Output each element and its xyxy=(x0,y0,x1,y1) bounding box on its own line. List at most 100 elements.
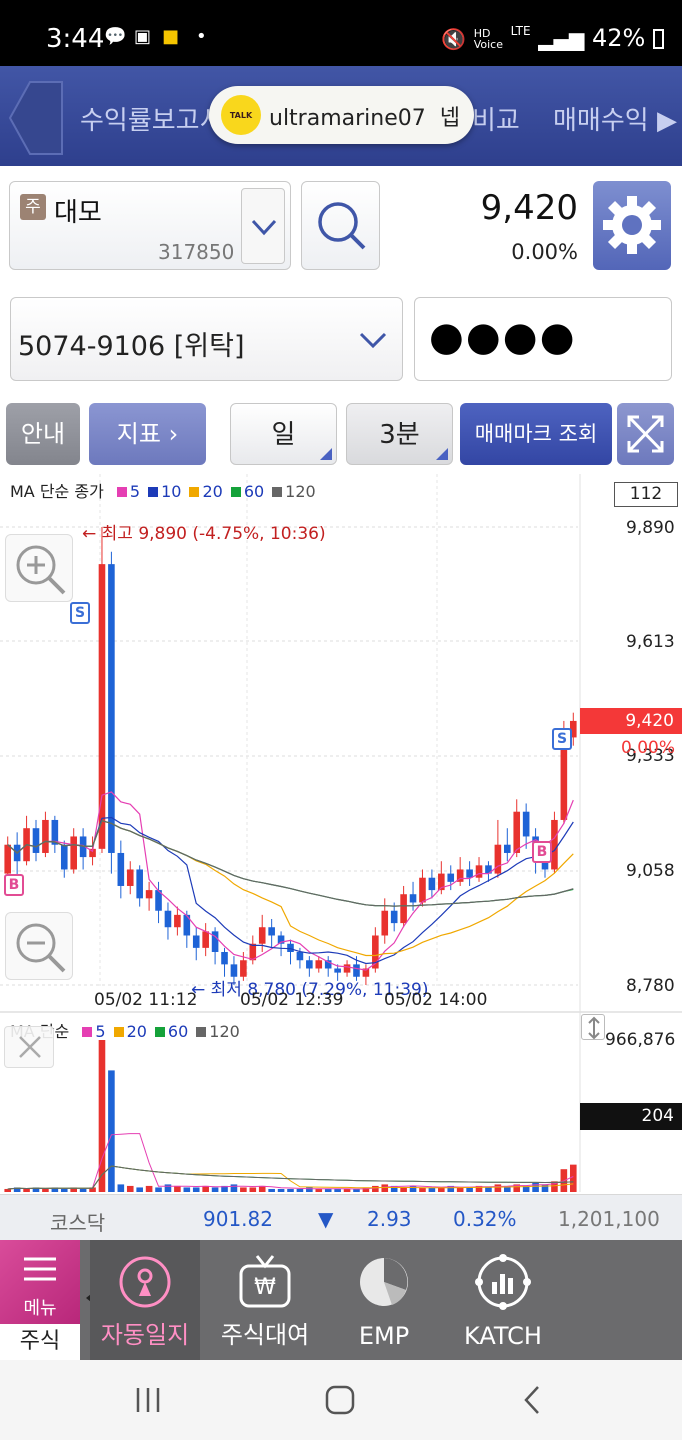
stock-chart[interactable]: MA 단순 종가 5 10 20 60 120 112 9,890 9,613 9,33… xyxy=(0,474,682,1194)
account-number: 5074-9106 [위탁] xyxy=(18,331,245,362)
stock-selector[interactable]: 주 대모 317850 xyxy=(9,181,291,270)
current-price-marker: 9,420 xyxy=(580,708,682,734)
legend-label: 60 xyxy=(243,482,265,501)
tab-emp[interactable]: EMP xyxy=(329,1240,439,1360)
volume-bar xyxy=(541,1184,549,1192)
candle-body xyxy=(42,819,49,853)
index-ticker-bar[interactable]: 코스닥 901.82 ▼ 2.93 0.32% 1,201,100 xyxy=(0,1194,682,1240)
volume-ma-line xyxy=(7,1165,574,1190)
close-pane-button[interactable] xyxy=(4,1026,54,1068)
change-percent: 0.00% xyxy=(511,240,578,264)
volume-bar xyxy=(381,1184,389,1192)
index-volume: 1,201,100 xyxy=(558,1207,660,1231)
volume-bar xyxy=(42,1188,49,1192)
volume-bar xyxy=(315,1188,323,1192)
password-field[interactable]: ●●●● xyxy=(414,297,672,381)
candle-body xyxy=(155,890,162,911)
indicator-button[interactable]: 지표 › xyxy=(89,403,206,465)
fullscreen-button[interactable] xyxy=(617,403,674,465)
sell-mark[interactable]: S xyxy=(552,728,572,750)
volume-bar xyxy=(447,1185,455,1192)
section-label[interactable]: 주식 xyxy=(0,1324,80,1360)
candle-body xyxy=(466,869,473,878)
zoom-in-button[interactable] xyxy=(5,534,73,602)
nav-back-button[interactable] xyxy=(0,74,66,162)
candle-body xyxy=(211,931,219,952)
nav-item-compare[interactable]: 비교 xyxy=(472,106,520,136)
volume-bar xyxy=(522,1185,530,1192)
sell-mark[interactable]: S xyxy=(70,602,90,624)
volume-bar xyxy=(98,1040,106,1192)
candle-body xyxy=(287,943,294,952)
resize-pane-button[interactable] xyxy=(581,1014,605,1040)
legend-label: 5 xyxy=(95,1022,106,1041)
candle-body xyxy=(560,737,568,820)
password-mask: ●●●● xyxy=(429,314,577,360)
candle-body xyxy=(164,910,172,928)
x-label-1: 05/02 11:12 xyxy=(94,990,198,1010)
volume-bar xyxy=(277,1188,285,1192)
volume-ma-line xyxy=(7,1165,574,1190)
legend-swatch xyxy=(148,487,159,497)
tab-stock-lending[interactable]: ₩ 주식대여 xyxy=(210,1240,320,1360)
stock-dropdown-button[interactable] xyxy=(241,188,285,264)
account-selector[interactable]: 5074-9106 [위탁] xyxy=(10,297,403,381)
tab-katch[interactable]: KATCH xyxy=(448,1240,558,1360)
pie-chart-icon xyxy=(360,1258,408,1306)
search-button[interactable] xyxy=(301,181,380,270)
guide-button[interactable]: 안내 xyxy=(6,403,80,465)
volume-bar xyxy=(438,1187,445,1192)
volume-bar xyxy=(306,1187,313,1192)
buy-mark[interactable]: B xyxy=(532,841,552,863)
candle-body xyxy=(494,844,502,874)
buy-mark[interactable]: B xyxy=(4,874,24,896)
legend-swatch xyxy=(82,1027,93,1037)
status-bar: 3:44 💬 ▣ ■ • 🔇 HD Voice LTE ▂▄▆ 42% xyxy=(0,0,682,66)
nav-item-return-report[interactable]: 수익률보고서 xyxy=(80,106,224,136)
menu-button[interactable]: 메뉴 xyxy=(0,1240,80,1324)
volume-bar xyxy=(202,1185,209,1192)
stock-name: 대모 xyxy=(54,198,102,228)
bottom-tab-bar: 메뉴 주식 자동일지 ₩ 주식대여 EMP xyxy=(0,1240,682,1360)
candle-body xyxy=(390,910,398,924)
interval-select[interactable]: 3분 xyxy=(346,403,453,465)
dropdown-corner-icon xyxy=(436,448,448,460)
trade-mark-button[interactable]: 매매마크 조회 xyxy=(460,403,612,465)
volume-bar xyxy=(569,1164,577,1192)
home-icon[interactable] xyxy=(322,1382,358,1418)
candle-body xyxy=(419,877,426,903)
candle-body xyxy=(202,931,209,948)
index-change: 2.93 xyxy=(367,1207,412,1231)
recents-icon[interactable] xyxy=(130,1384,166,1416)
candle-body xyxy=(475,865,483,878)
volume-bar xyxy=(23,1188,30,1192)
period-select[interactable]: 일 xyxy=(230,403,337,465)
price-legend: MA 단순 종가 5 10 20 60 120 xyxy=(10,478,320,502)
hd-label: HD xyxy=(473,27,491,40)
settings-button[interactable] xyxy=(593,181,671,270)
network-chart-icon xyxy=(475,1254,531,1310)
volume-bar xyxy=(532,1182,539,1192)
kakao-notification-pill[interactable]: TALK ultramarine07 넵 xyxy=(209,86,474,144)
tab-label: EMP xyxy=(358,1322,410,1350)
nav-item-trade-profit[interactable]: 매매수익 ▶ xyxy=(553,106,677,136)
zoom-out-button[interactable] xyxy=(5,912,73,980)
back-icon[interactable] xyxy=(516,1382,548,1418)
kakao-username: ultramarine07 xyxy=(269,106,426,131)
volume-bar xyxy=(70,1187,77,1192)
candle-body xyxy=(306,960,313,969)
kakao-message: 넵 xyxy=(439,106,460,131)
chart-canvas[interactable] xyxy=(0,474,682,1194)
candle-body xyxy=(296,951,304,961)
candle-body xyxy=(117,852,125,886)
legend-label: 10 xyxy=(161,482,182,501)
stock-type-badge: 주 xyxy=(20,194,46,220)
tab-auto-journal[interactable]: 자동일지 xyxy=(90,1240,200,1360)
voice-label: Voice xyxy=(473,38,503,51)
close-icon xyxy=(19,1036,41,1058)
current-price: 9,420 xyxy=(480,188,578,228)
candle-body xyxy=(183,914,191,936)
candle-body xyxy=(268,927,275,936)
candle-body xyxy=(89,848,96,858)
volume-bar xyxy=(89,1187,96,1192)
